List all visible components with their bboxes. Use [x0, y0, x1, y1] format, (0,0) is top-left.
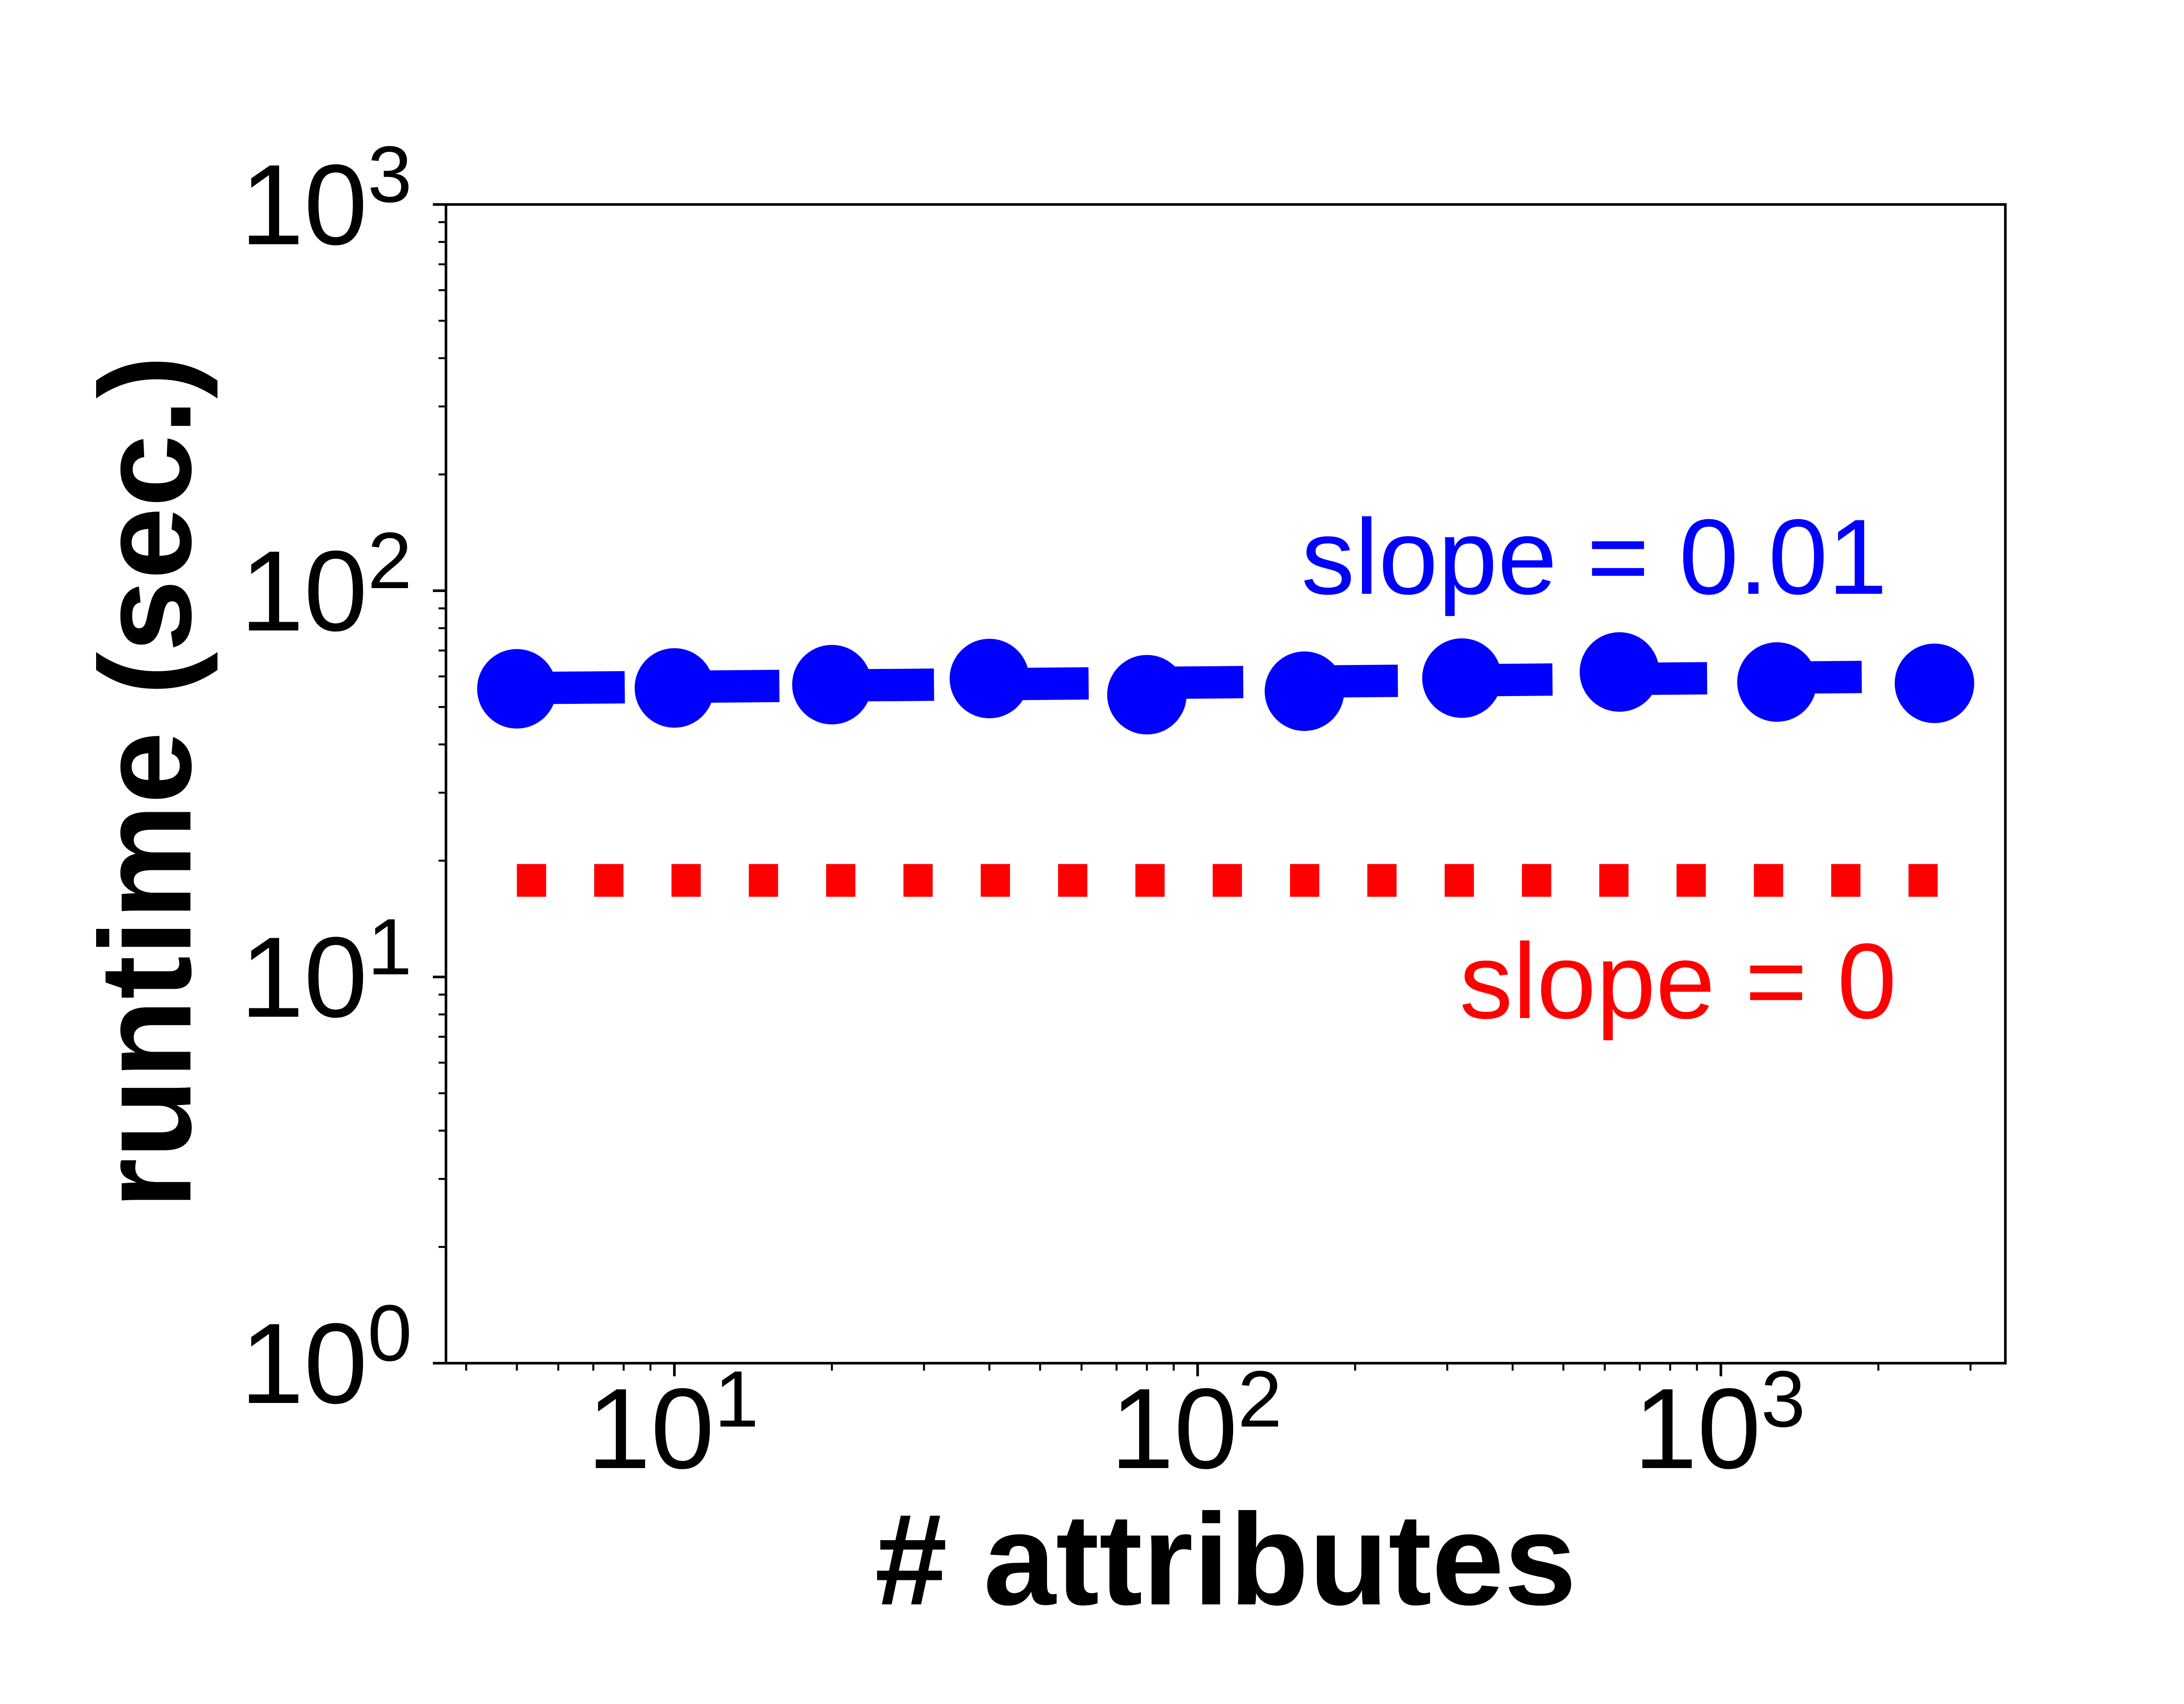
svg-text:# attributes: # attributes	[875, 1487, 1576, 1632]
svg-text:102: 102	[1110, 1354, 1282, 1493]
svg-text:slope = 0: slope = 0	[1459, 921, 1897, 1041]
svg-text:slope = 0.01: slope = 0.01	[1301, 497, 1887, 616]
svg-text:runtime (sec.): runtime (sec.)	[73, 355, 219, 1209]
